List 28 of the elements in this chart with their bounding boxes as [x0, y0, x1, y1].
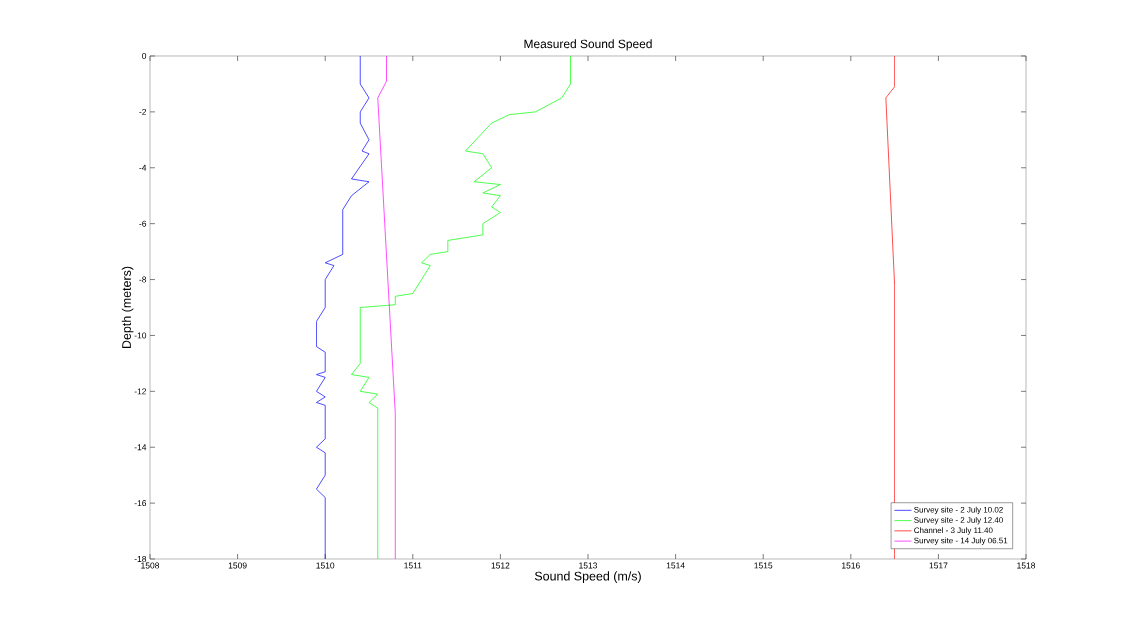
y-tick-label: -14	[134, 444, 147, 451]
y-tick-label: 0	[142, 53, 147, 59]
x-tick-label: 1515	[754, 562, 773, 569]
y-tick-label: -18	[134, 556, 147, 562]
x-tick-label: 1513	[579, 562, 598, 569]
x-tick-label: 1511	[404, 562, 422, 569]
x-tick-label: 1512	[491, 562, 510, 569]
chart-title: Measured Sound Speed	[524, 39, 652, 51]
x-tick-label: 1509	[228, 562, 247, 569]
x-tick-label: 1517	[929, 562, 948, 569]
x-axis-title: Sound Speed (m/s)	[534, 571, 641, 583]
y-tick-label: -8	[139, 276, 147, 283]
y-tick-label: -6	[139, 220, 147, 227]
x-tick-label: 1510	[316, 562, 335, 569]
x-tick-label: 1516	[842, 562, 860, 569]
line-series	[885, 56, 895, 559]
y-tick-label: -10	[134, 332, 147, 339]
y-tick-label: -2	[139, 108, 147, 115]
x-tick-label: 1514	[666, 562, 685, 569]
y-tick-label: -4	[139, 164, 147, 171]
y-axis-title: Depth (meters)	[121, 266, 134, 348]
x-tick-label: 1518	[1017, 562, 1036, 569]
x-tick-label: 1508	[141, 562, 160, 569]
y-tick-label: -16	[134, 500, 147, 507]
line-series	[351, 56, 571, 559]
y-tick-label: -12	[134, 388, 147, 395]
line-series	[316, 56, 370, 559]
line-series	[377, 56, 396, 559]
